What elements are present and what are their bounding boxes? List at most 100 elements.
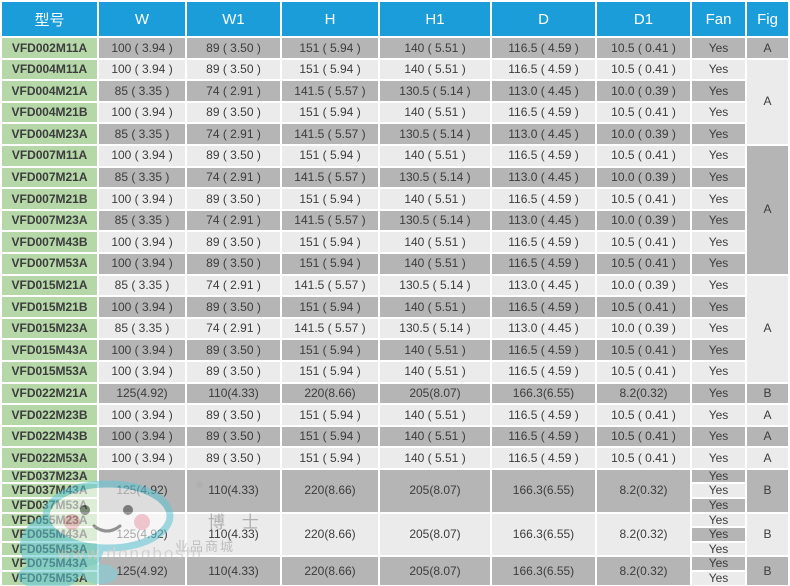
dim-cell: 113.0 ( 4.45 ): [492, 210, 595, 231]
header-cell: D: [492, 2, 595, 36]
dim-cell: 10.5 ( 0.41 ): [597, 38, 690, 58]
dim-cell: 166.3(6.55): [492, 383, 595, 404]
model-cell: VFD007M53A: [2, 253, 97, 274]
model-cell: VFD022M23B: [2, 405, 97, 425]
dim-cell: 140 ( 5.51 ): [380, 448, 490, 468]
fan-cell: Yes: [692, 297, 745, 317]
fig-cell: B: [747, 513, 788, 556]
dim-cell: 125(4.92): [99, 383, 185, 404]
dim-cell: 166.3(6.55): [492, 557, 595, 585]
dim-cell: 89 ( 3.50 ): [187, 189, 280, 209]
dim-cell: 10.5 ( 0.41 ): [597, 232, 690, 252]
dim-cell: 220(8.66): [282, 383, 378, 404]
table-row: VFD015M21B 100 ( 3.94 ) 89 ( 3.50 ) 151 ( 5…: [2, 297, 788, 317]
model-cell: VFD037M23A: [2, 469, 97, 483]
fan-cell: Yes: [692, 253, 745, 274]
fan-cell: Yes: [692, 38, 745, 58]
model-cell: VFD055M43A: [2, 528, 97, 541]
model-cell: VFD007M21B: [2, 189, 97, 209]
dim-cell: 125(4.92): [99, 469, 185, 512]
dim-cell: 74 ( 2.91 ): [187, 167, 280, 188]
model-cell: VFD075M43A: [2, 557, 97, 571]
dim-cell: 85 ( 3.35 ): [99, 318, 185, 339]
fan-cell: Yes: [692, 167, 745, 188]
fan-cell: Yes: [692, 318, 745, 339]
dim-cell: 89 ( 3.50 ): [187, 426, 280, 447]
fan-cell: Yes: [692, 189, 745, 209]
model-cell: VFD022M21A: [2, 383, 97, 404]
dim-cell: 100 ( 3.94 ): [99, 145, 185, 166]
model-cell: VFD037M43A: [2, 484, 97, 498]
dim-cell: 220(8.66): [282, 513, 378, 556]
fan-cell: Yes: [692, 426, 745, 447]
dim-cell: 89 ( 3.50 ): [187, 232, 280, 252]
dim-cell: 141.5 ( 5.57 ): [282, 210, 378, 231]
dim-cell: 85 ( 3.35 ): [99, 81, 185, 101]
dim-cell: 205(8.07): [380, 469, 490, 512]
model-cell: VFD015M53A: [2, 361, 97, 382]
fig-cell: A: [747, 426, 788, 447]
dim-cell: 89 ( 3.50 ): [187, 102, 280, 123]
model-cell: VFD015M43A: [2, 340, 97, 360]
model-cell: VFD055M23A: [2, 513, 97, 527]
dim-cell: 140 ( 5.51 ): [380, 253, 490, 274]
dim-cell: 74 ( 2.91 ): [187, 81, 280, 101]
table-row: VFD004M21A 85 ( 3.35 ) 74 ( 2.91 ) 141.5 ( …: [2, 81, 788, 101]
header-cell: W: [99, 2, 185, 36]
fan-cell: Yes: [692, 275, 745, 296]
dim-cell: 205(8.07): [380, 383, 490, 404]
fan-cell: Yes: [692, 469, 745, 483]
dim-cell: 10.5 ( 0.41 ): [597, 405, 690, 425]
model-cell: VFD007M23A: [2, 210, 97, 231]
fan-cell: Yes: [692, 232, 745, 252]
dim-cell: 220(8.66): [282, 469, 378, 512]
table-row: VFD004M11A 100 ( 3.94 ) 89 ( 3.50 ) 151 ( 5…: [2, 59, 788, 144]
dim-cell: 125(4.92): [99, 513, 185, 556]
dim-cell: 10.5 ( 0.41 ): [597, 145, 690, 166]
dim-cell: 89 ( 3.50 ): [187, 405, 280, 425]
table-row: VFD015M21A 85 ( 3.35 ) 74 ( 2.91 ) 141.5 ( …: [2, 275, 788, 382]
dim-cell: 10.0 ( 0.39 ): [597, 275, 690, 296]
dim-cell: 140 ( 5.51 ): [380, 38, 490, 58]
dim-cell: 10.0 ( 0.39 ): [597, 167, 690, 188]
dim-cell: 10.5 ( 0.41 ): [597, 448, 690, 468]
model-cell: VFD055M53A: [2, 542, 97, 556]
table-row: VFD015M23A 85 ( 3.35 ) 74 ( 2.91 ) 141.5 ( …: [2, 318, 788, 339]
dim-cell: 140 ( 5.51 ): [380, 59, 490, 80]
dim-cell: 110(4.33): [187, 513, 280, 556]
model-cell: VFD007M43B: [2, 232, 97, 252]
dim-cell: 10.5 ( 0.41 ): [597, 102, 690, 123]
dim-cell: 89 ( 3.50 ): [187, 448, 280, 468]
dim-cell: 100 ( 3.94 ): [99, 297, 185, 317]
fan-cell: Yes: [692, 102, 745, 123]
fan-cell: Yes: [692, 542, 745, 556]
table-row: VFD007M23A 85 ( 3.35 ) 74 ( 2.91 ) 141.5 ( …: [2, 210, 788, 231]
dim-cell: 151 ( 5.94 ): [282, 340, 378, 360]
table-row: VFD007M11A 100 ( 3.94 ) 89 ( 3.50 ) 151 ( 5…: [2, 145, 788, 274]
header-cell: Fig: [747, 2, 788, 36]
dim-cell: 151 ( 5.94 ): [282, 189, 378, 209]
dim-cell: 10.5 ( 0.41 ): [597, 340, 690, 360]
fan-cell: Yes: [692, 361, 745, 382]
dim-cell: 8.2(0.32): [597, 383, 690, 404]
dim-cell: 140 ( 5.51 ): [380, 145, 490, 166]
header-cell: H: [282, 2, 378, 36]
dim-cell: 100 ( 3.94 ): [99, 59, 185, 80]
dim-cell: 130.5 ( 5.14 ): [380, 210, 490, 231]
model-cell: VFD004M21B: [2, 102, 97, 123]
dim-cell: 113.0 ( 4.45 ): [492, 275, 595, 296]
dim-cell: 8.2(0.32): [597, 557, 690, 585]
fig-cell: A: [747, 275, 788, 382]
fan-cell: Yes: [692, 484, 745, 498]
table-row: VFD007M21A 85 ( 3.35 ) 74 ( 2.91 ) 141.5 ( …: [2, 167, 788, 188]
dim-cell: 100 ( 3.94 ): [99, 189, 185, 209]
dim-cell: 141.5 ( 5.57 ): [282, 81, 378, 101]
model-cell: VFD015M21B: [2, 297, 97, 317]
dim-cell: 116.5 ( 4.59 ): [492, 189, 595, 209]
fig-cell: B: [747, 383, 788, 404]
dim-cell: 141.5 ( 5.57 ): [282, 167, 378, 188]
table-row: VFD015M53A 100 ( 3.94 ) 89 ( 3.50 ) 151 ( 5…: [2, 361, 788, 382]
model-cell: VFD022M43B: [2, 426, 97, 447]
dim-cell: 10.0 ( 0.39 ): [597, 318, 690, 339]
dim-cell: 10.5 ( 0.41 ): [597, 253, 690, 274]
